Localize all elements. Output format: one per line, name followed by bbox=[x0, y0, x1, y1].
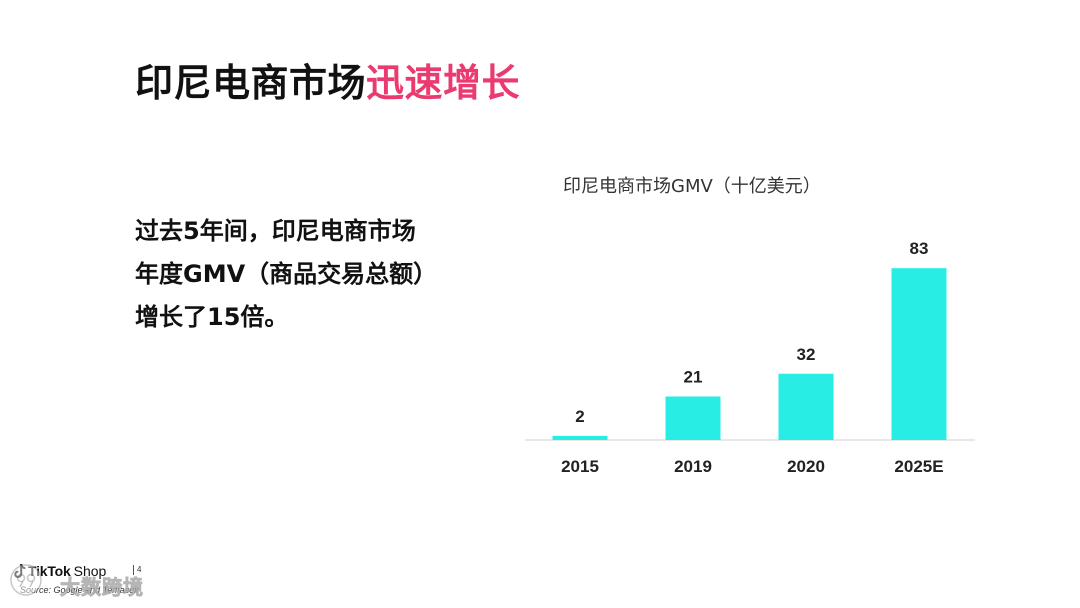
watermark-logo-icon bbox=[10, 564, 42, 596]
tiktok-shop-logo: TikTok Shop bbox=[14, 562, 106, 580]
summary-text: 过去5年间，印尼电商市场 年度GMV（商品交易总额） 增长了15倍。 bbox=[135, 210, 437, 339]
tick-label-group: 2015 2019 2020 2025E bbox=[561, 457, 944, 476]
bar-2025e bbox=[891, 268, 947, 440]
value-label-group: 2 21 32 83 bbox=[575, 239, 928, 426]
brand-suffix: Shop bbox=[73, 563, 107, 579]
slide-title: 印尼电商市场迅速增长 bbox=[135, 61, 520, 105]
summary-line: 年度GMV（商品交易总额） bbox=[135, 260, 438, 288]
bar-2019 bbox=[665, 396, 721, 440]
brand-name: TikTok bbox=[28, 563, 71, 579]
slide-title-main: 印尼电商市场 bbox=[135, 61, 367, 105]
gmv-bar-chart: 2 21 32 83 2015 2019 2020 2025E bbox=[525, 239, 975, 476]
bar-2020 bbox=[778, 373, 834, 440]
tick-label-2015: 2015 bbox=[561, 457, 599, 476]
tick-label-2025e: 2025E bbox=[894, 457, 943, 476]
chart-title: 印尼电商市场GMV（十亿美元） bbox=[563, 176, 821, 197]
bar-group bbox=[552, 268, 947, 440]
value-label-2019: 21 bbox=[684, 368, 703, 387]
page-divider bbox=[133, 565, 134, 575]
watermark-text: 大数跨境 bbox=[60, 575, 144, 600]
tick-label-2020: 2020 bbox=[787, 457, 825, 476]
bar-2015 bbox=[552, 435, 608, 440]
summary-line: 增长了15倍。 bbox=[135, 303, 289, 331]
source-note: Source: Google and Temasek bbox=[20, 585, 139, 595]
slide-title-accent: 迅速增长 bbox=[366, 61, 521, 105]
tiktok-note-icon bbox=[14, 564, 26, 578]
value-label-2025e: 83 bbox=[910, 239, 929, 258]
tick-label-2019: 2019 bbox=[674, 457, 712, 476]
value-label-2015: 2 bbox=[575, 407, 584, 426]
value-label-2020: 32 bbox=[797, 345, 816, 364]
summary-line: 过去5年间，印尼电商市场 bbox=[135, 217, 416, 245]
page-number: 4 bbox=[137, 565, 142, 574]
